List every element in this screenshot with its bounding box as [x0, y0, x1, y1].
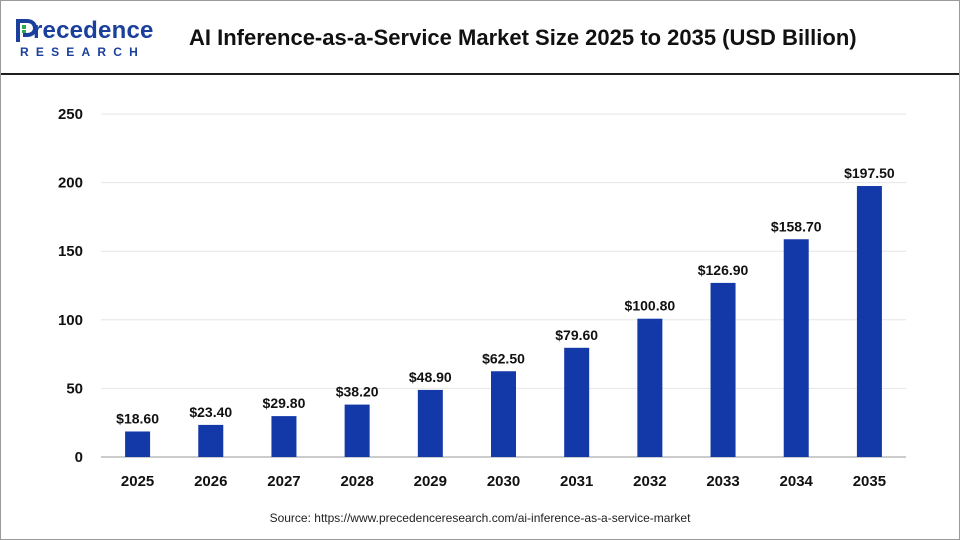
bar-2028 — [344, 404, 370, 457]
x-tick-label-2025: 2025 — [121, 473, 154, 490]
data-label-2031: $79.60 — [555, 327, 598, 343]
bar-2027 — [271, 416, 297, 457]
x-tick-label-2029: 2029 — [414, 473, 447, 490]
chart-title: AI Inference-as-a-Service Market Size 20… — [189, 25, 857, 50]
x-tick-label-2026: 2026 — [194, 473, 227, 490]
x-tick-label-2034: 2034 — [780, 473, 814, 490]
data-label-2026: $23.40 — [189, 404, 232, 420]
x-tick-label-2032: 2032 — [633, 473, 666, 490]
data-label-2028: $38.20 — [336, 384, 379, 400]
source-note: Source: https://www.precedenceresearch.c… — [269, 511, 691, 525]
x-tick-label-2027: 2027 — [267, 473, 300, 490]
data-label-2033: $126.90 — [698, 262, 749, 278]
data-label-2032: $100.80 — [625, 298, 676, 314]
x-tick-label-2033: 2033 — [706, 473, 739, 490]
data-label-2034: $158.70 — [771, 218, 822, 234]
y-tick-label: 250 — [58, 106, 83, 123]
logo-wordmark: recedence — [33, 17, 154, 44]
y-tick-label: 0 — [75, 449, 83, 466]
y-tick-label: 100 — [58, 312, 83, 329]
x-tick-label-2028: 2028 — [340, 473, 373, 490]
x-tick-label-2030: 2030 — [487, 473, 520, 490]
data-label-2035: $197.50 — [844, 165, 895, 181]
bar-2033 — [710, 282, 736, 457]
bar-2025 — [125, 431, 151, 457]
x-tick-label-2031: 2031 — [560, 473, 593, 490]
brand-logo: recedence RESEARCH — [15, 17, 165, 63]
header: recedence RESEARCH AI Inference-as-a-Ser… — [1, 1, 959, 75]
bar-2032 — [637, 318, 663, 457]
bar-2034 — [783, 239, 809, 457]
bar-2035 — [856, 186, 882, 457]
bar-2030 — [491, 371, 516, 457]
data-label-2030: $62.50 — [482, 350, 525, 366]
y-tick-label: 200 — [58, 175, 83, 192]
logo-p-icon — [16, 19, 37, 42]
logo-subtitle: RESEARCH — [20, 45, 145, 59]
y-tick-label: 50 — [66, 380, 83, 397]
bar-chart: 0 50 100 150 200 250 $18.60 2025 $23.40 2026 $29.8… — [58, 106, 906, 490]
bar-2029 — [417, 389, 443, 457]
x-tick-label-2035: 2035 — [853, 473, 886, 490]
bar-2026 — [198, 424, 224, 457]
y-tick-label: 150 — [58, 243, 83, 260]
data-label-2027: $29.80 — [263, 395, 306, 411]
data-label-2025: $18.60 — [116, 410, 159, 426]
data-label-2029: $48.90 — [409, 369, 452, 385]
bar-2031 — [564, 347, 590, 457]
